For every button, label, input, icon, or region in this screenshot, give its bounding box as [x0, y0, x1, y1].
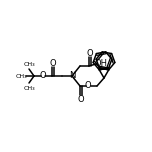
- Text: O: O: [78, 95, 84, 104]
- Text: CH₃: CH₃: [23, 85, 35, 90]
- Text: O: O: [40, 71, 46, 81]
- Text: O: O: [50, 59, 56, 67]
- Text: CH₃: CH₃: [15, 74, 27, 78]
- Text: N: N: [69, 71, 75, 81]
- Text: CH₃: CH₃: [23, 62, 35, 67]
- Text: O: O: [87, 48, 93, 57]
- Text: O: O: [85, 81, 91, 90]
- Text: OH: OH: [95, 59, 107, 67]
